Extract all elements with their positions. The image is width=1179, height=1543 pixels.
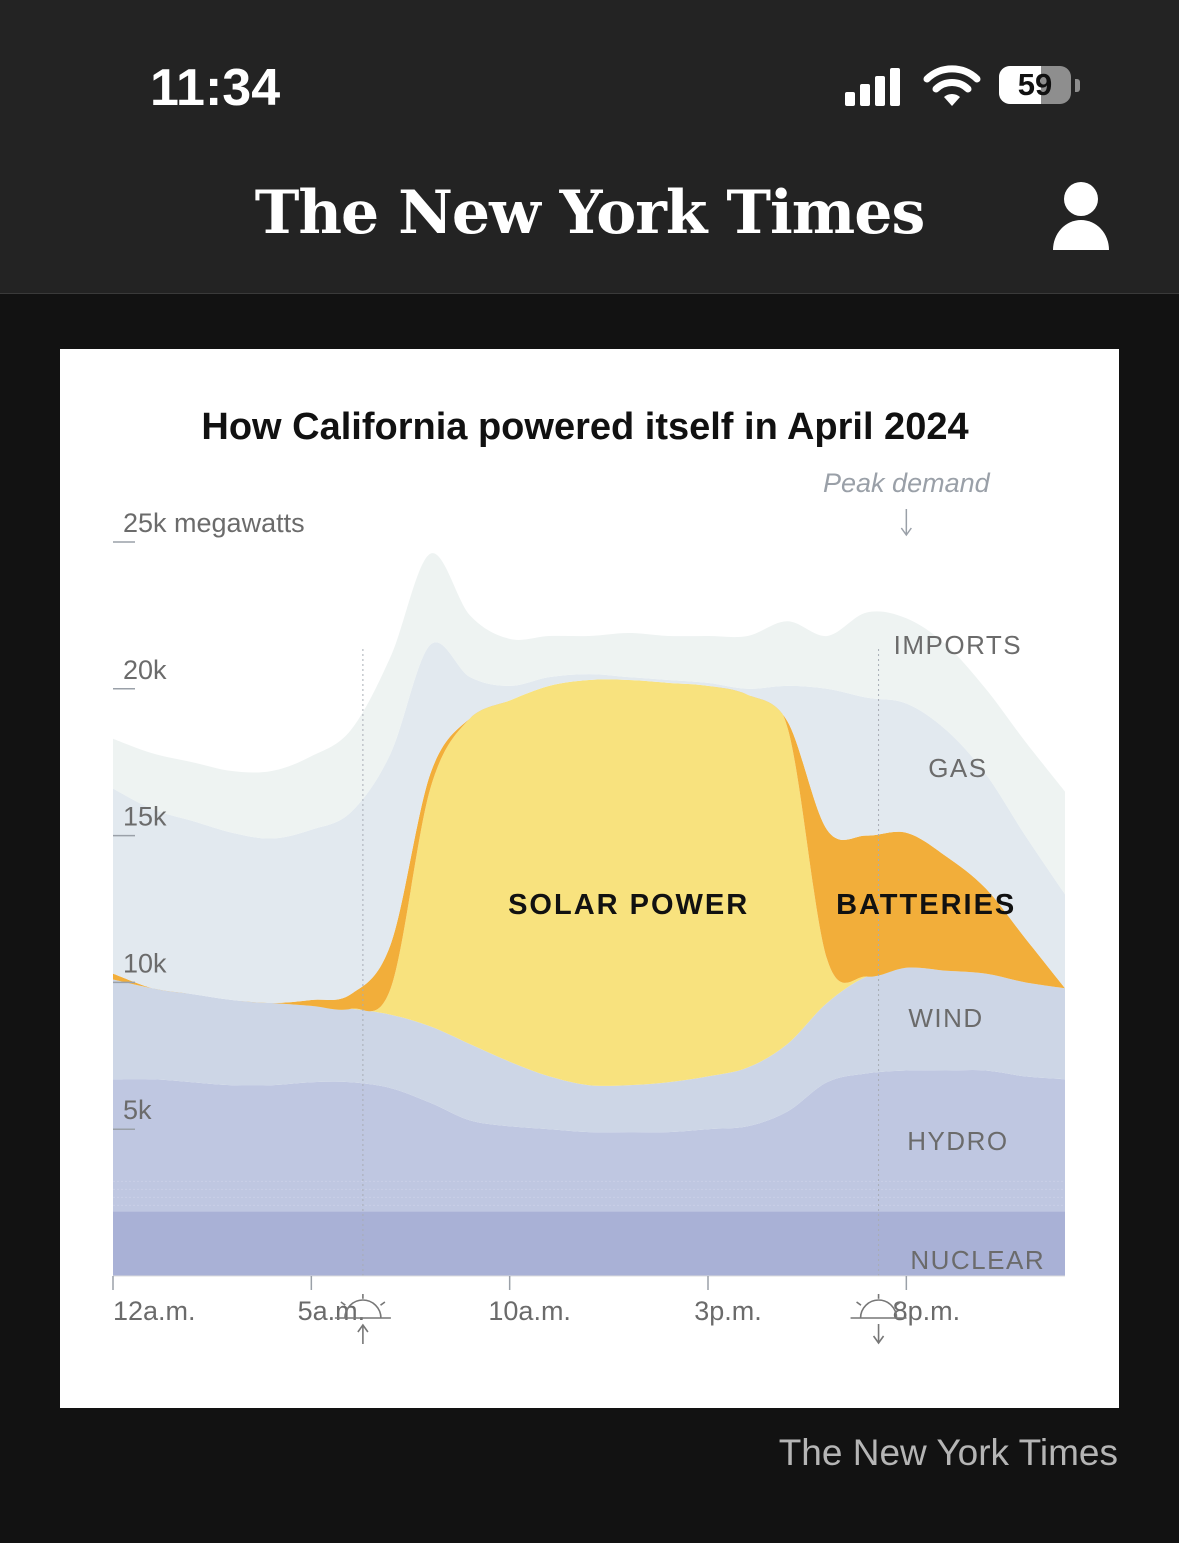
series-label-nuclear: NUCLEAR bbox=[910, 1245, 1045, 1275]
sunrise-icon bbox=[334, 1294, 391, 1344]
x-tick-label: 5a.m. bbox=[298, 1296, 366, 1326]
image-credit: The New York Times bbox=[778, 1432, 1118, 1473]
status-bar: 11:34 59 bbox=[0, 0, 1179, 150]
area-hydro bbox=[113, 1070, 1065, 1212]
y-axis: 25k megawatts 20k 15k 10k 5k bbox=[113, 508, 305, 1130]
masthead-logo[interactable]: The New York Times bbox=[254, 178, 925, 248]
area-wind bbox=[113, 967, 1065, 1133]
y-tick-label: 5k bbox=[123, 1095, 152, 1125]
x-axis: 12a.m. 5a.m. 10a.m. 3p.m. 8p.m. bbox=[112, 1275, 1065, 1326]
series-label-batteries: BATTERIES bbox=[836, 889, 1016, 921]
series-label-imports: IMPORTS bbox=[894, 630, 1022, 660]
peak-demand-arrowhead bbox=[900, 527, 912, 537]
chart-areas bbox=[113, 553, 1065, 1276]
x-tick-label: 8p.m. bbox=[893, 1296, 961, 1326]
app-header: The New York Times bbox=[0, 150, 1179, 294]
status-icons: 59 bbox=[840, 62, 1100, 114]
area-solar-power bbox=[113, 679, 1065, 1086]
series-label-solar-power: SOLAR POWER bbox=[508, 889, 749, 921]
y-tick-label: 20k bbox=[123, 655, 167, 685]
chart: How California powered itself in April 2… bbox=[112, 406, 1065, 1345]
nuclear-hatch bbox=[113, 1180, 1065, 1206]
series-label-gas: GAS bbox=[928, 753, 987, 783]
status-time: 11:34 bbox=[150, 59, 281, 117]
peak-demand-label: Peak demand bbox=[823, 468, 991, 498]
battery-icon: 59 bbox=[999, 66, 1071, 104]
chart-figure: How California powered itself in April 2… bbox=[60, 349, 1119, 1408]
y-tick-label: 15k bbox=[123, 802, 167, 832]
account-icon[interactable] bbox=[1050, 180, 1112, 250]
cellular-signal-icon bbox=[845, 68, 900, 106]
series-labels: NUCLEAR HYDRO WIND SOLAR POWER BATTERIES GAS I… bbox=[508, 630, 1045, 1275]
x-tick-label: 10a.m. bbox=[488, 1296, 571, 1326]
battery-fill bbox=[999, 66, 1042, 104]
battery-nub bbox=[1075, 79, 1080, 92]
series-label-hydro: HYDRO bbox=[907, 1126, 1008, 1156]
area-nuclear bbox=[113, 1211, 1065, 1276]
wifi-icon bbox=[923, 65, 981, 106]
area-batteries bbox=[113, 679, 1065, 1012]
chart-title: How California powered itself in April 2… bbox=[201, 406, 968, 448]
y-tick-label: 10k bbox=[123, 948, 167, 978]
battery-level: 59 bbox=[1017, 67, 1053, 102]
annotations: Peak demand bbox=[334, 468, 991, 1345]
sunset-icon bbox=[850, 1294, 907, 1345]
y-tick-label: 25k megawatts bbox=[123, 508, 305, 538]
area-gas bbox=[113, 642, 1065, 1003]
series-label-wind: WIND bbox=[908, 1003, 983, 1033]
x-tick-label: 3p.m. bbox=[694, 1296, 762, 1326]
x-tick-label: 12a.m. bbox=[113, 1296, 196, 1326]
area-imports bbox=[113, 553, 1065, 895]
